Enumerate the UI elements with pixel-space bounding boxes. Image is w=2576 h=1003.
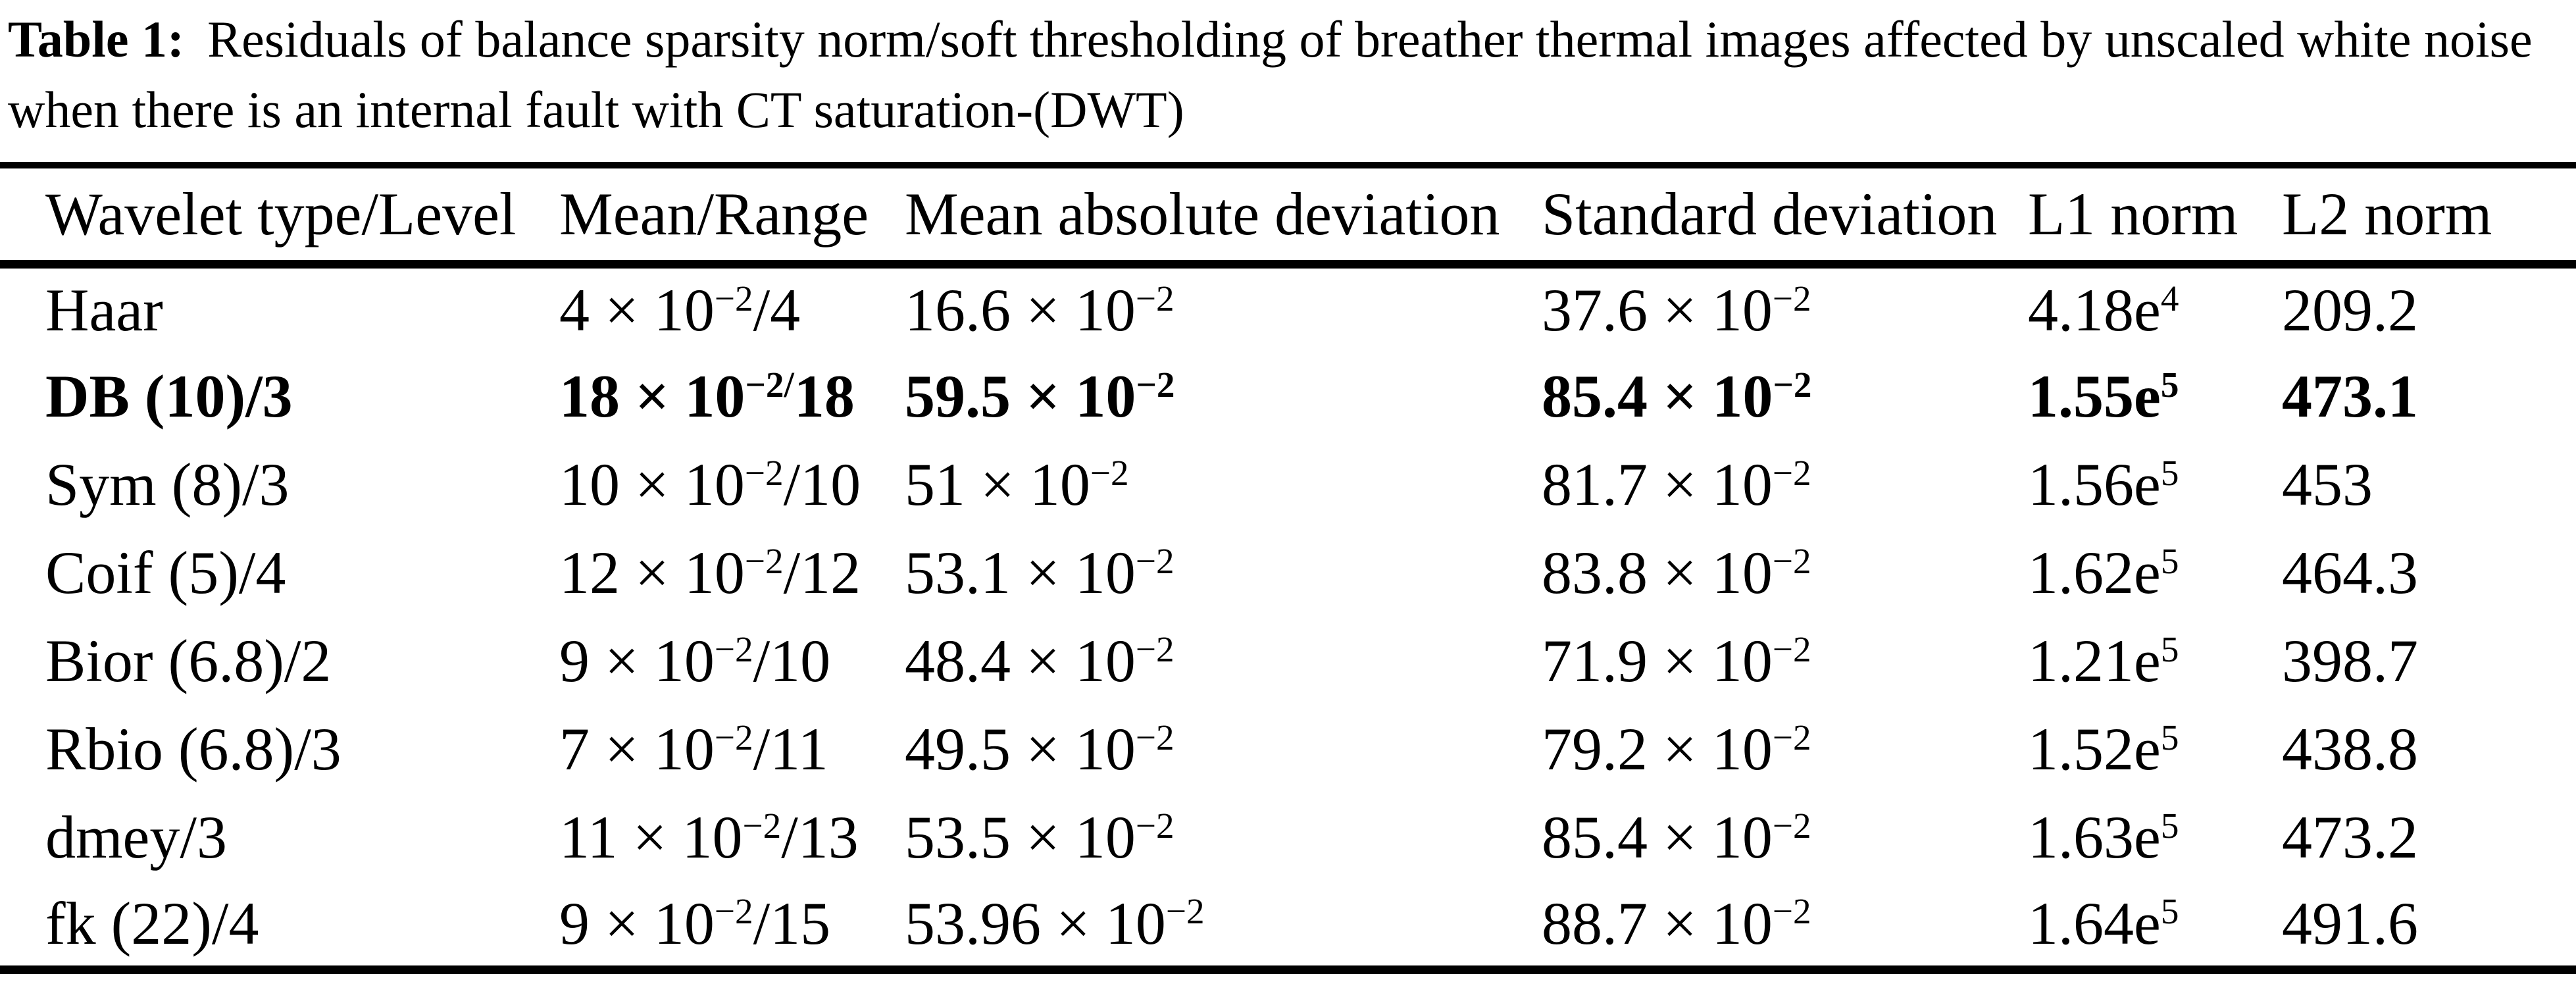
- value-cell: 53.1 × 10−2: [905, 539, 1174, 606]
- table-row: Sym (8)/3 10 × 10−2/10 51 × 10−2 81.7 × 10−…: [0, 440, 2576, 528]
- table-row: Bior (6.8)/2 9 × 10−2/10 48.4 × 10−2 71.9 ×…: [0, 617, 2576, 705]
- value-cell: 37.6 × 10−2: [1542, 276, 1811, 344]
- value-cell: 209.2: [2282, 276, 2418, 344]
- header-mean-range: Mean/Range: [559, 180, 869, 248]
- table-row: Coif (5)/4 12 × 10−2/12 53.1 × 10−2 83.8 × …: [0, 528, 2576, 617]
- value-cell: 85.4 × 10−2: [1542, 804, 1811, 871]
- value-cell: 4 × 10−2/4: [559, 276, 801, 344]
- table-row: dmey/3 11 × 10−2/13 53.5 × 10−2 85.4 × 10−2…: [0, 793, 2576, 881]
- value-cell: 464.3: [2282, 539, 2418, 606]
- header-l2-norm: L2 norm: [2282, 180, 2492, 248]
- value-cell: 81.7 × 10−2: [1542, 451, 1811, 518]
- wavelet-type-cell: DB (10)/3: [45, 363, 293, 430]
- wavelet-type-cell: fk (22)/4: [45, 889, 259, 957]
- wavelet-type-cell: Bior (6.8)/2: [45, 627, 332, 694]
- header-wavelet-type: Wavelet type/Level: [45, 180, 517, 248]
- header-mean-abs-deviation: Mean absolute deviation: [905, 180, 1500, 248]
- value-cell: 71.9 × 10−2: [1542, 627, 1811, 694]
- value-cell: 79.2 × 10−2: [1542, 715, 1811, 783]
- value-cell: 1.64e5: [2028, 889, 2179, 957]
- table-caption: Table 1: Residuals of balance sparsity no…: [8, 4, 2568, 145]
- value-cell: 491.6: [2282, 889, 2418, 957]
- table-row: Rbio (6.8)/3 7 × 10−2/11 49.5 × 10−2 79.2 ×…: [0, 705, 2576, 793]
- wavelet-type-cell: dmey/3: [45, 804, 227, 871]
- wavelet-type-cell: Coif (5)/4: [45, 539, 286, 606]
- value-cell: 398.7: [2282, 627, 2418, 694]
- value-cell: 49.5 × 10−2: [905, 715, 1174, 783]
- header-row: Wavelet type/Level Mean/Range Mean absol…: [0, 165, 2576, 264]
- value-cell: 1.52e5: [2028, 715, 2179, 783]
- value-cell: 1.21e5: [2028, 627, 2179, 694]
- value-cell: 53.96 × 10−2: [905, 889, 1205, 957]
- value-cell: 51 × 10−2: [905, 451, 1129, 518]
- table-body: Haar 4 × 10−2/4 16.6 × 10−2 37.6 × 10−2 4.18…: [0, 264, 2576, 969]
- value-cell: 453: [2282, 451, 2373, 518]
- value-cell: 9 × 10−2/15: [559, 889, 831, 957]
- header-standard-deviation: Standard deviation: [1542, 180, 1998, 248]
- value-cell: 48.4 × 10−2: [905, 627, 1174, 694]
- value-cell: 1.63e5: [2028, 804, 2179, 871]
- value-cell: 473.1: [2282, 363, 2418, 430]
- header-l1-norm: L1 norm: [2028, 180, 2238, 248]
- table-row: fk (22)/4 9 × 10−2/15 53.96 × 10−2 88.7 × 1…: [0, 881, 2576, 969]
- value-cell: 59.5 × 10−2: [905, 363, 1175, 430]
- value-cell: 1.62e5: [2028, 539, 2179, 606]
- value-cell: 9 × 10−2/10: [559, 627, 831, 694]
- value-cell: 7 × 10−2/11: [559, 715, 828, 783]
- table-caption-text: Residuals of balance sparsity norm/soft …: [8, 11, 2533, 138]
- table-header: Wavelet type/Level Mean/Range Mean absol…: [0, 165, 2576, 264]
- value-cell: 85.4 × 10−2: [1542, 363, 1812, 430]
- value-cell: 16.6 × 10−2: [905, 276, 1174, 344]
- value-cell: 53.5 × 10−2: [905, 804, 1174, 871]
- wavelet-type-cell: Sym (8)/3: [45, 451, 290, 518]
- value-cell: 12 × 10−2/12: [559, 539, 861, 606]
- value-cell: 11 × 10−2/13: [559, 804, 859, 871]
- wavelet-type-cell: Rbio (6.8)/3: [45, 715, 341, 783]
- value-cell: 83.8 × 10−2: [1542, 539, 1811, 606]
- table-caption-label: Table 1:: [8, 11, 185, 68]
- value-cell: 473.2: [2282, 804, 2418, 871]
- value-cell: 18 × 10−2/18: [559, 363, 855, 430]
- value-cell: 4.18e4: [2028, 276, 2179, 344]
- value-cell: 1.56e5: [2028, 451, 2179, 518]
- results-table: Wavelet type/Level Mean/Range Mean absol…: [0, 162, 2576, 974]
- table-row: DB (10)/3 18 × 10−2/18 59.5 × 10−2 85.4 × 1…: [0, 352, 2576, 440]
- value-cell: 10 × 10−2/10: [559, 451, 861, 518]
- table-row: Haar 4 × 10−2/4 16.6 × 10−2 37.6 × 10−2 4.18…: [0, 264, 2576, 352]
- value-cell: 438.8: [2282, 715, 2418, 783]
- value-cell: 88.7 × 10−2: [1542, 889, 1811, 957]
- wavelet-type-cell: Haar: [45, 276, 163, 344]
- value-cell: 1.55e5: [2028, 363, 2179, 430]
